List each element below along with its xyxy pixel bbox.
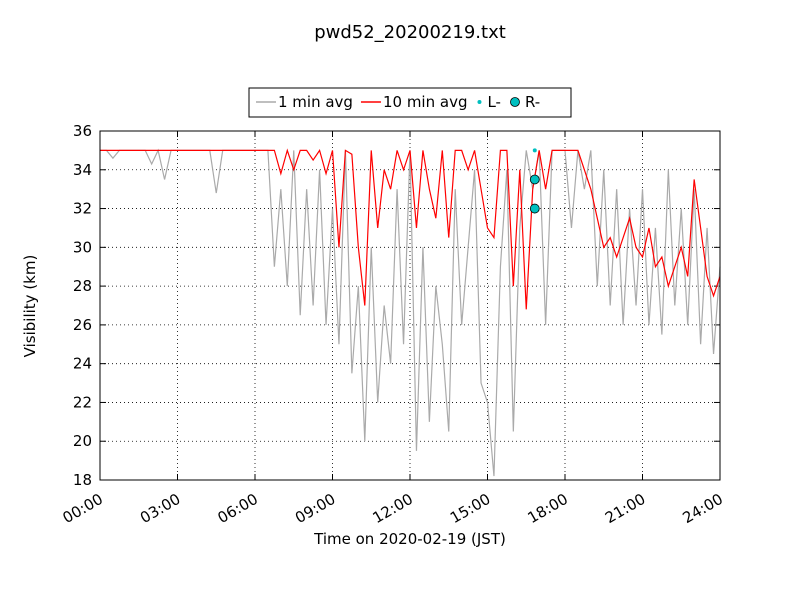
y-tick-label: 22 [73, 393, 92, 411]
y-tick-label: 30 [73, 238, 92, 256]
legend-label: 1 min avg [278, 93, 353, 111]
x-tick-label: 00:00 [60, 490, 106, 527]
y-tick-label: 32 [73, 200, 92, 218]
x-tick-label: 12:00 [370, 490, 416, 527]
data-point [529, 174, 540, 185]
chart-title: pwd52_20200219.txt [314, 22, 506, 43]
legend-label: R- [525, 93, 540, 111]
y-axis-label: Visibility (km) [21, 255, 39, 358]
y-tick-label: 20 [73, 432, 92, 450]
data-line [100, 148, 721, 310]
legend-swatch [510, 97, 520, 107]
legend-label: 10 min avg [383, 93, 468, 111]
x-tick-label: 21:00 [602, 490, 648, 527]
y-tick-label: 18 [73, 471, 92, 489]
legend-label: L- [487, 93, 501, 111]
plot-frame [99, 130, 721, 481]
x-axis-label: Time on 2020-02-19 (JST) [313, 530, 506, 548]
y-tick-label: 26 [73, 316, 92, 334]
y-tick-label: 28 [73, 277, 92, 295]
y-tick-label: 34 [73, 161, 92, 179]
x-tick-label: 15:00 [447, 490, 493, 527]
legend-swatch [477, 100, 482, 104]
x-tick-label: 24:00 [680, 490, 726, 527]
x-tick-label: 06:00 [215, 490, 261, 527]
y-tick-label: 24 [73, 355, 92, 373]
x-tick-label: 03:00 [137, 490, 183, 527]
data-point [529, 203, 540, 214]
data-point [532, 148, 537, 153]
x-tick-label: 09:00 [292, 490, 338, 527]
x-tick-label: 18:00 [525, 490, 571, 527]
y-tick-label: 36 [73, 122, 92, 140]
